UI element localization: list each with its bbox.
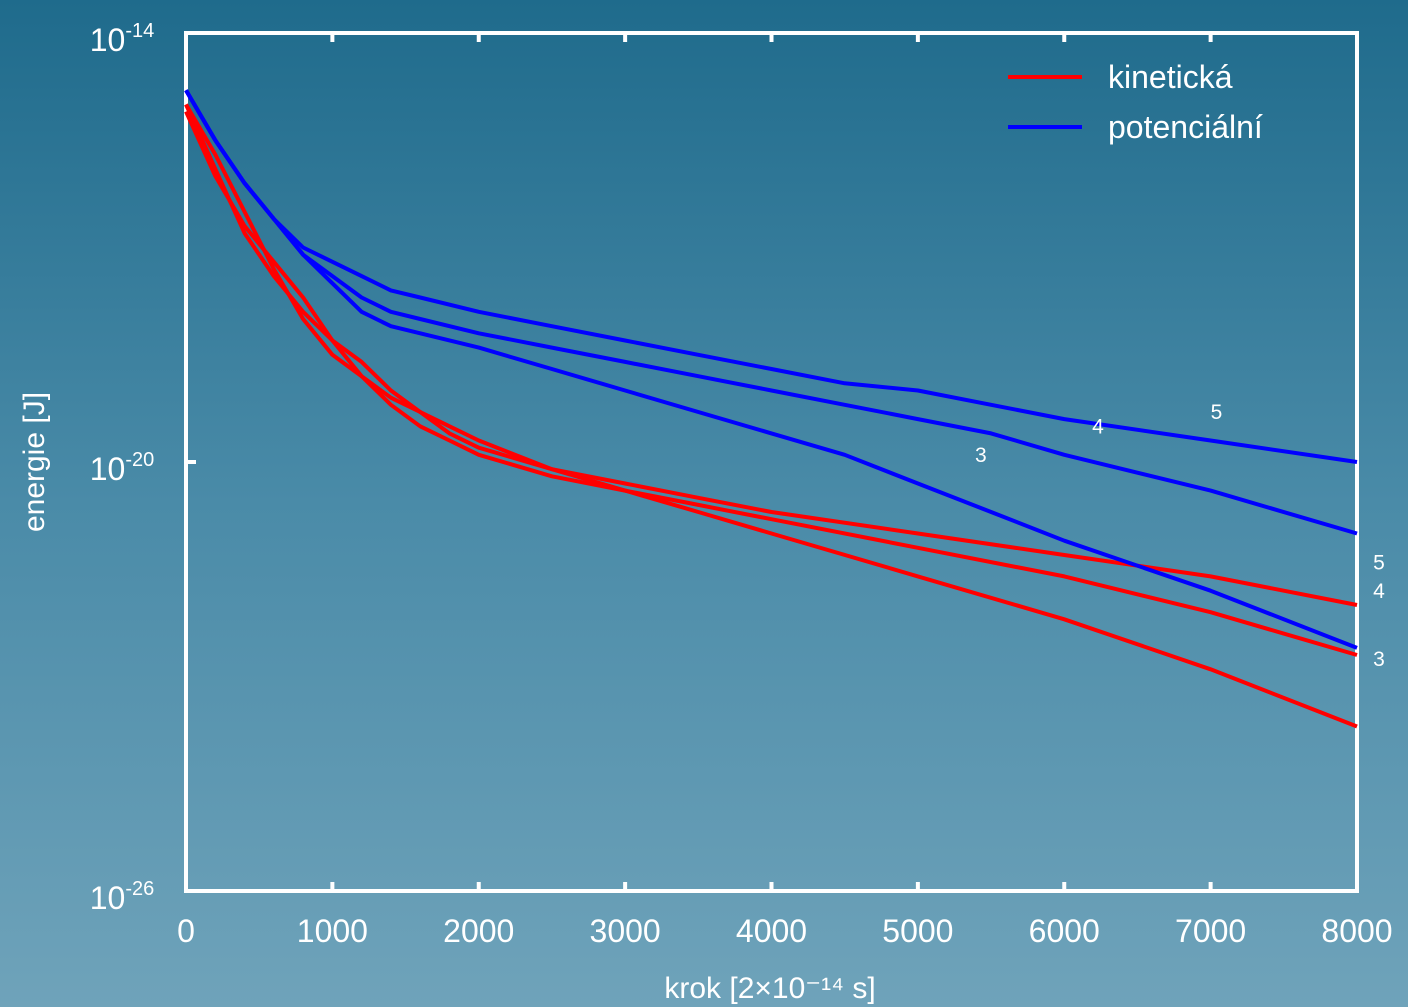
plot-frame: [184, 31, 1359, 893]
y-tick-label: 10-26: [90, 878, 155, 916]
series-line-kineticka-3: [184, 103, 1358, 729]
curve-label: 4: [1373, 580, 1385, 603]
y-tick-label: 10-20: [90, 449, 155, 487]
series-line-potencialni-5: [184, 89, 1358, 464]
x-tick-label: 5000: [882, 913, 953, 949]
series-group: [184, 89, 1358, 729]
series-line-kineticka-5: [184, 103, 1358, 607]
x-tick-label: 4000: [736, 913, 807, 949]
curve-label: 5: [1211, 401, 1223, 424]
y-tick-label: 10-14: [90, 20, 155, 58]
x-tick-label: 6000: [1029, 913, 1100, 949]
curve-label: 4: [1092, 415, 1104, 438]
x-tick-label: 3000: [590, 913, 661, 949]
x-tick-label: 7000: [1175, 913, 1246, 949]
y-axis-label: energie [J]: [18, 392, 51, 532]
annotations: 5 4 3 5 4 3: [975, 401, 1385, 671]
x-tick-label: 8000: [1321, 913, 1392, 949]
series-line-kineticka-4: [184, 110, 1358, 657]
x-axis-label: krok [2×10⁻¹⁴ s]: [664, 972, 875, 1005]
x-tick-label: 2000: [443, 913, 514, 949]
curve-label: 3: [975, 444, 987, 467]
curve-label: 5: [1373, 551, 1385, 574]
x-tick-label: 1000: [297, 913, 368, 949]
curve-label: 3: [1373, 648, 1385, 671]
legend-label: kinetická: [1108, 59, 1233, 95]
legend: kinetická potenciální: [1008, 59, 1263, 145]
axes: 0 1000 2000 3000 4000 5000 6000 7000 8000 10-14 10…: [90, 20, 1393, 949]
x-tick-label: 0: [177, 913, 195, 949]
legend-label: potenciální: [1108, 109, 1263, 145]
